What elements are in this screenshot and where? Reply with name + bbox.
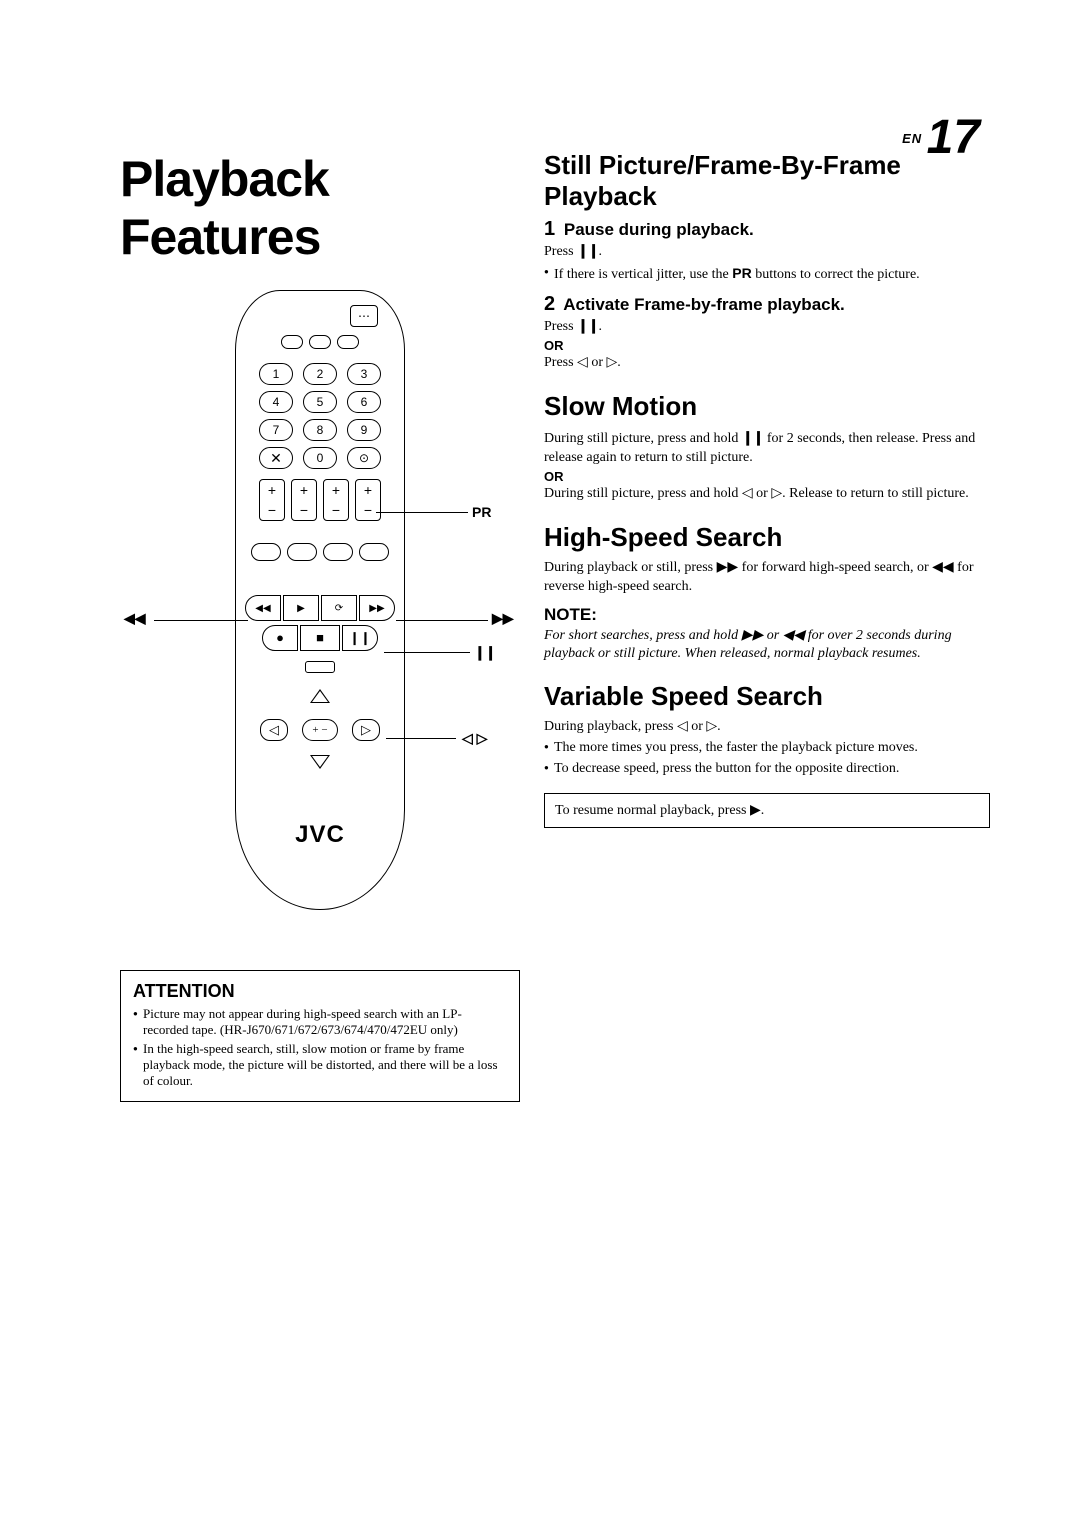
remote-oval-button [281,335,303,349]
remote-pause-button: ❙❙ [342,625,378,651]
remote-mid-button [287,543,317,561]
page-en-label: EN [902,131,922,146]
remote-num-aux: ⊙ [347,447,381,469]
attention-box: ATTENTION Picture may not appear during … [120,970,520,1102]
remote-ff-button: ▶▶ [359,595,395,621]
remote-rew-button: ◀◀ [245,595,281,621]
page-title: Playback Features [120,150,520,266]
remote-pm-button: +− [323,479,349,521]
remote-logo: JVC [236,821,404,849]
slow-line2: During still picture, press and hold ◁ o… [544,485,990,504]
attention-item: In the high-speed search, still, slow mo… [133,1041,507,1090]
section-slow-heading: Slow Motion [544,391,990,422]
page-num-value: 17 [927,111,980,164]
note-heading: NOTE: [544,605,990,625]
remote-pm-button: +− [259,479,285,521]
step1-press: Press ❙❙. [544,244,602,259]
remote-arrow-cluster: ◁ + − ▷ [260,689,380,769]
remote-num-6: 6 [347,391,381,413]
resume-box: To resume normal playback, press ▶. [544,793,990,828]
remote-mid-button [323,543,353,561]
remote-pm-button: +− [291,479,317,521]
varspeed-intro: During playback, press ◁ or ▷. [544,718,990,737]
remote-oval-button [309,335,331,349]
remote-stop-button: ■ [300,625,340,651]
remote-num-cancel: ✕ [259,447,293,469]
remote-diagram: ⋯ 1 2 3 4 5 6 7 8 [120,290,520,950]
remote-pm-button: +− [355,479,381,521]
step2-title: Activate Frame-by-frame playback. [563,295,845,314]
varspeed-bullet: The more times you press, the faster the… [544,739,990,758]
section-hispeed-heading: High-Speed Search [544,522,990,553]
remote-num-1: 1 [259,363,293,385]
remote-oval-button [337,335,359,349]
remote-num-2: 2 [303,363,337,385]
page-number: EN 17 [902,110,980,165]
remote-num-5: 5 [303,391,337,413]
remote-rec-button: ● [262,625,298,651]
section-varspeed-heading: Variable Speed Search [544,681,990,712]
remote-mid-button [251,543,281,561]
remote-play-button: ▶ [283,595,319,621]
remote-num-4: 4 [259,391,293,413]
step1-number: 1 [544,218,555,240]
ref-pr-label: PR [472,504,491,520]
step2-number: 2 [544,293,555,315]
step2-press-alt: Press ◁ or ▷. [544,354,990,373]
remote-aux-button: ⟳ [321,595,357,621]
remote-small-button [305,661,335,673]
remote-num-0: 0 [303,447,337,469]
slow-line1: During still picture, press and hold ❙❙ … [544,428,990,468]
ref-pause-label: ❙❙ [474,644,495,661]
step1-title: Pause during playback. [564,220,754,239]
remote-top-button: ⋯ [350,305,378,327]
slow-or: OR [544,468,990,486]
remote-num-8: 8 [303,419,337,441]
remote-num-9: 9 [347,419,381,441]
attention-item: Picture may not appear during high-speed… [133,1006,507,1039]
remote-mid-button [359,543,389,561]
ref-ff-label: ▶▶ [492,610,514,627]
varspeed-bullet: To decrease speed, press the button for … [544,760,990,779]
ref-lr-label: ◁ ▷ [462,730,487,747]
step1-bullet: If there is vertical jitter, use the PR … [544,264,990,285]
note-text: For short searches, press and hold ▶▶ or… [544,627,990,663]
step2-press: Press ❙❙. [544,316,990,337]
ref-rew-label: ◀◀ [124,610,146,627]
attention-heading: ATTENTION [133,981,507,1002]
remote-num-3: 3 [347,363,381,385]
hispeed-text: During playback or still, press ▶▶ for f… [544,559,990,597]
step2-or: OR [544,337,990,355]
remote-num-7: 7 [259,419,293,441]
